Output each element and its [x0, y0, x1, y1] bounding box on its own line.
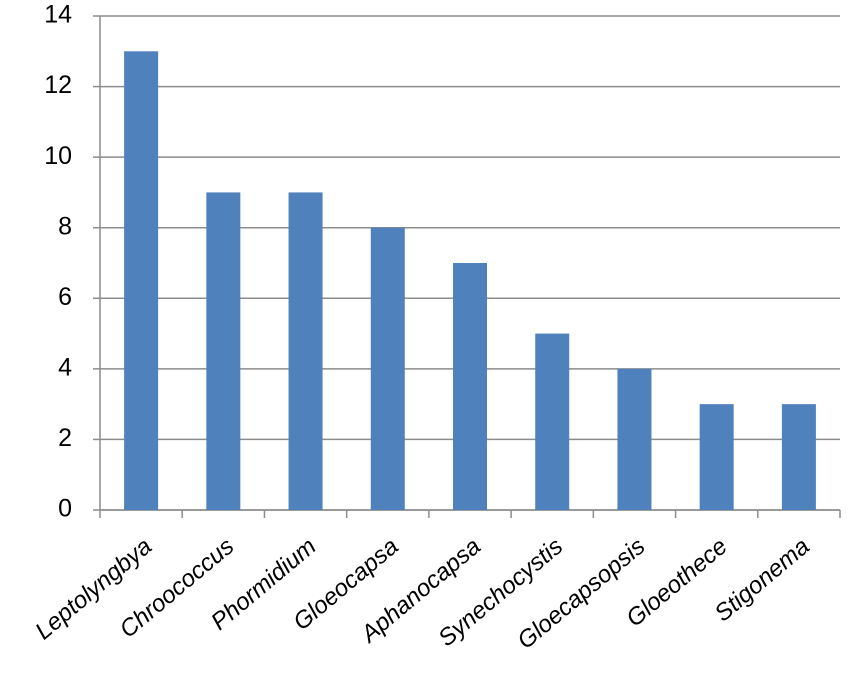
y-tick-label: 4: [58, 353, 72, 381]
bar: [288, 192, 323, 510]
bar: [617, 368, 652, 510]
bar: [453, 263, 487, 510]
y-tick-label: 0: [58, 495, 72, 523]
bar: [781, 404, 816, 510]
y-tick-label: 12: [44, 71, 72, 99]
y-tick-label: 14: [44, 1, 72, 29]
y-tick-label: 6: [58, 283, 72, 311]
y-tick-label: 8: [58, 212, 72, 240]
y-tick-label: 2: [58, 424, 72, 452]
y-tick-label: 10: [44, 142, 72, 170]
bar: [124, 51, 159, 511]
bar: [206, 192, 241, 510]
bar: [535, 333, 570, 510]
bar: [699, 404, 734, 510]
bar: [370, 227, 405, 510]
